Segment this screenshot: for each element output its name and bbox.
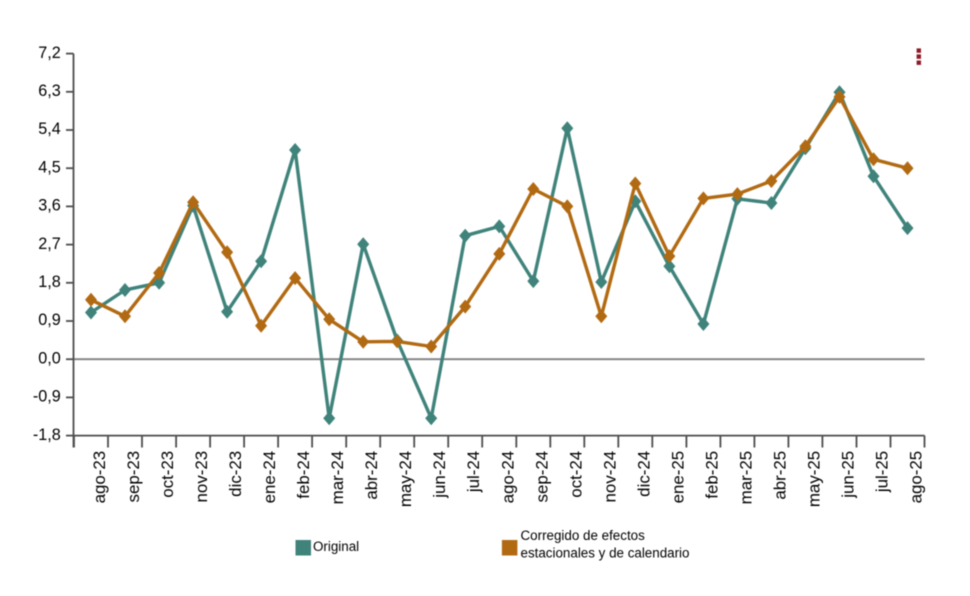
- svg-text:feb-25: feb-25: [702, 451, 721, 499]
- svg-text:ene-25: ene-25: [668, 451, 687, 504]
- svg-text:dic-23: dic-23: [226, 451, 245, 497]
- svg-text:dic-24: dic-24: [634, 451, 653, 497]
- svg-text:7,2: 7,2: [38, 44, 61, 62]
- svg-text:jul-25: jul-25: [873, 451, 892, 493]
- svg-text:jul-24: jul-24: [464, 451, 483, 493]
- svg-text:5,4: 5,4: [38, 120, 61, 138]
- svg-text:abr-25: abr-25: [770, 451, 789, 500]
- svg-text:ago-24: ago-24: [498, 451, 517, 504]
- svg-text:sep-24: sep-24: [532, 451, 551, 503]
- svg-text:oct-24: oct-24: [566, 451, 585, 498]
- svg-text:sep-23: sep-23: [124, 451, 143, 503]
- svg-text:0,9: 0,9: [38, 311, 61, 329]
- svg-text:may-25: may-25: [804, 451, 823, 507]
- svg-text:ago-25: ago-25: [907, 451, 926, 504]
- svg-text:ene-24: ene-24: [260, 451, 279, 504]
- svg-text:-1,8: -1,8: [33, 426, 61, 444]
- svg-text:nov-24: nov-24: [600, 451, 619, 503]
- svg-text:feb-24: feb-24: [294, 451, 313, 499]
- svg-text:jun-25: jun-25: [839, 451, 858, 499]
- svg-text:jun-24: jun-24: [430, 451, 449, 499]
- svg-text:1,8: 1,8: [38, 273, 61, 291]
- svg-text:abr-24: abr-24: [362, 451, 381, 500]
- svg-text:3,6: 3,6: [38, 197, 61, 215]
- svg-text:Corregido de efectos: Corregido de efectos: [521, 528, 646, 543]
- svg-text:0,0: 0,0: [38, 349, 61, 367]
- svg-text:6,3: 6,3: [38, 82, 61, 100]
- svg-text:estacionales y de calendario: estacionales y de calendario: [521, 546, 690, 561]
- svg-text:-0,9: -0,9: [33, 388, 61, 406]
- svg-text:may-24: may-24: [396, 451, 415, 507]
- svg-text:oct-23: oct-23: [158, 451, 177, 498]
- svg-text:ago-23: ago-23: [90, 451, 109, 504]
- svg-text:Original: Original: [313, 539, 359, 554]
- svg-text:4,5: 4,5: [38, 158, 61, 176]
- svg-text:mar-24: mar-24: [328, 451, 347, 505]
- svg-text:nov-23: nov-23: [192, 451, 211, 503]
- svg-text:2,7: 2,7: [38, 235, 61, 253]
- svg-text:mar-25: mar-25: [736, 451, 755, 505]
